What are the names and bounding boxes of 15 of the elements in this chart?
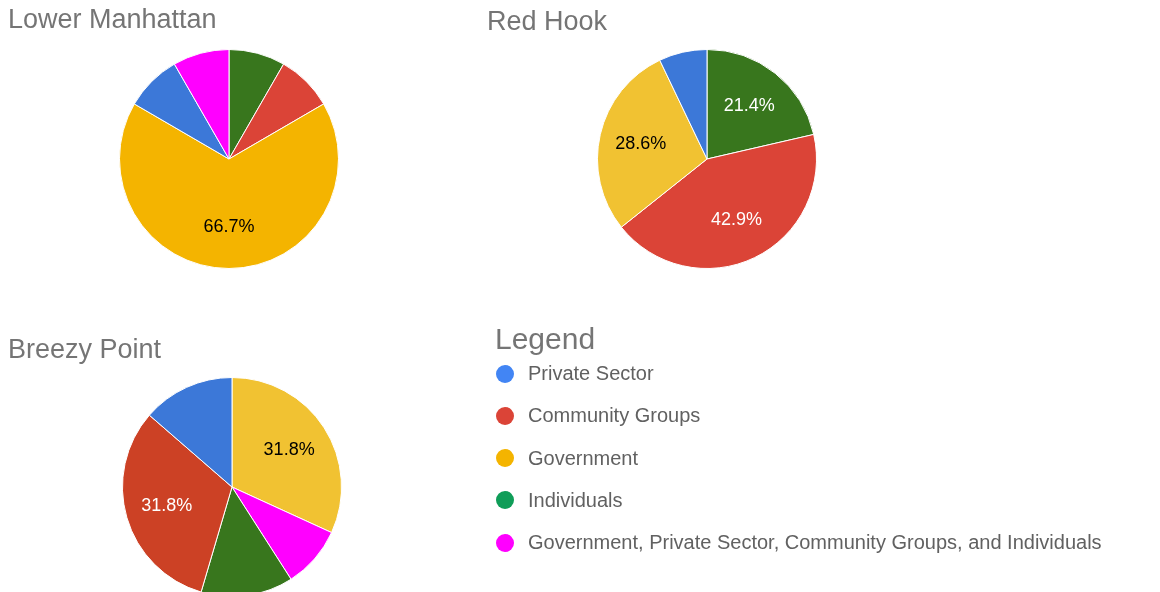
data-label: 66.7% (203, 215, 255, 236)
data-label: 21.4% (723, 94, 775, 115)
text: Legend (495, 322, 596, 356)
data-label: 31.8% (141, 495, 193, 516)
chart-title: Breezy Point (8, 334, 162, 365)
category-label: Government (528, 446, 639, 470)
category-label: Government, Private Sector, Community Groups, and Individuals (528, 531, 1102, 555)
category-label: Community Groups (528, 404, 701, 428)
chart-title: Red Hook (487, 6, 608, 37)
chart-title: Lower Manhattan (8, 4, 217, 35)
data-label: 28.6% (615, 132, 667, 153)
category-label: Private Sector (528, 362, 654, 385)
data-label: 31.8% (263, 439, 315, 460)
category-label: Individuals (528, 488, 623, 512)
data-label: 42.9% (710, 209, 763, 230)
